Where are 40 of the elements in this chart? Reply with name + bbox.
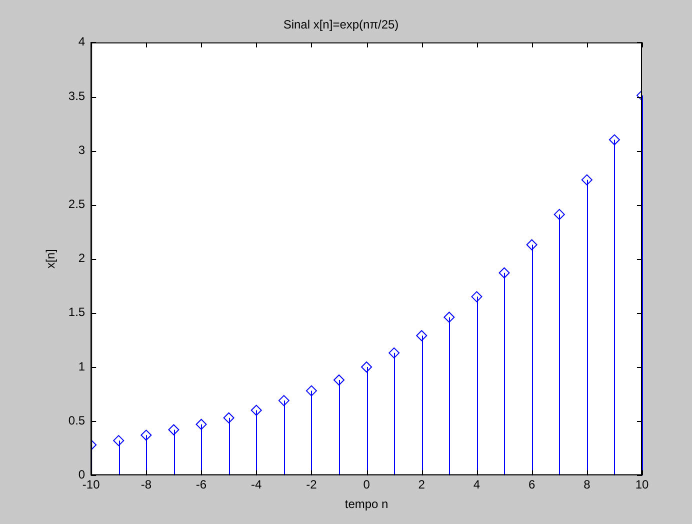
point (388, 347, 400, 358)
x-axis-title: tempo n (344, 497, 388, 512)
x-tick-label: -2 (306, 478, 318, 492)
y-tick-label: 3.5 (68, 88, 86, 103)
point (196, 418, 207, 430)
point (581, 174, 592, 186)
y-tick-label: 2 (78, 251, 86, 266)
x-tick-label: -8 (140, 478, 152, 492)
point (306, 385, 317, 396)
y-tick-label: 0.5 (68, 413, 86, 428)
point (526, 239, 538, 250)
point (113, 435, 124, 446)
point (608, 134, 620, 146)
x-tick-label: 6 (528, 478, 536, 492)
point (250, 404, 262, 416)
x-tick-label: -4 (251, 478, 262, 492)
point (361, 362, 372, 372)
point (498, 267, 510, 278)
point (444, 312, 455, 323)
x-tick-label: 0 (363, 478, 370, 492)
y-axis-title: x[n] (44, 249, 58, 268)
point (278, 395, 290, 406)
point (416, 330, 428, 342)
x-tick-label: 4 (473, 478, 480, 492)
y-tick-label: 1.5 (68, 305, 86, 320)
y-tick-label: 1 (78, 359, 86, 374)
y-tick-label: 2.5 (68, 197, 86, 212)
point (471, 291, 482, 302)
x-tick-label: 2 (418, 478, 426, 492)
point (554, 208, 565, 220)
x-tick-label: 8 (584, 478, 591, 492)
point (140, 430, 152, 441)
y-tick-label: 4 (78, 34, 86, 49)
x-tick-label: 10 (635, 478, 649, 492)
point (333, 374, 344, 386)
y-tick-label: 3 (78, 142, 86, 157)
chart-title: Sinal x[n]=exp(nπ/25) (283, 18, 399, 32)
point (168, 424, 180, 436)
point (223, 412, 234, 424)
x-tick-label: -6 (196, 478, 207, 492)
